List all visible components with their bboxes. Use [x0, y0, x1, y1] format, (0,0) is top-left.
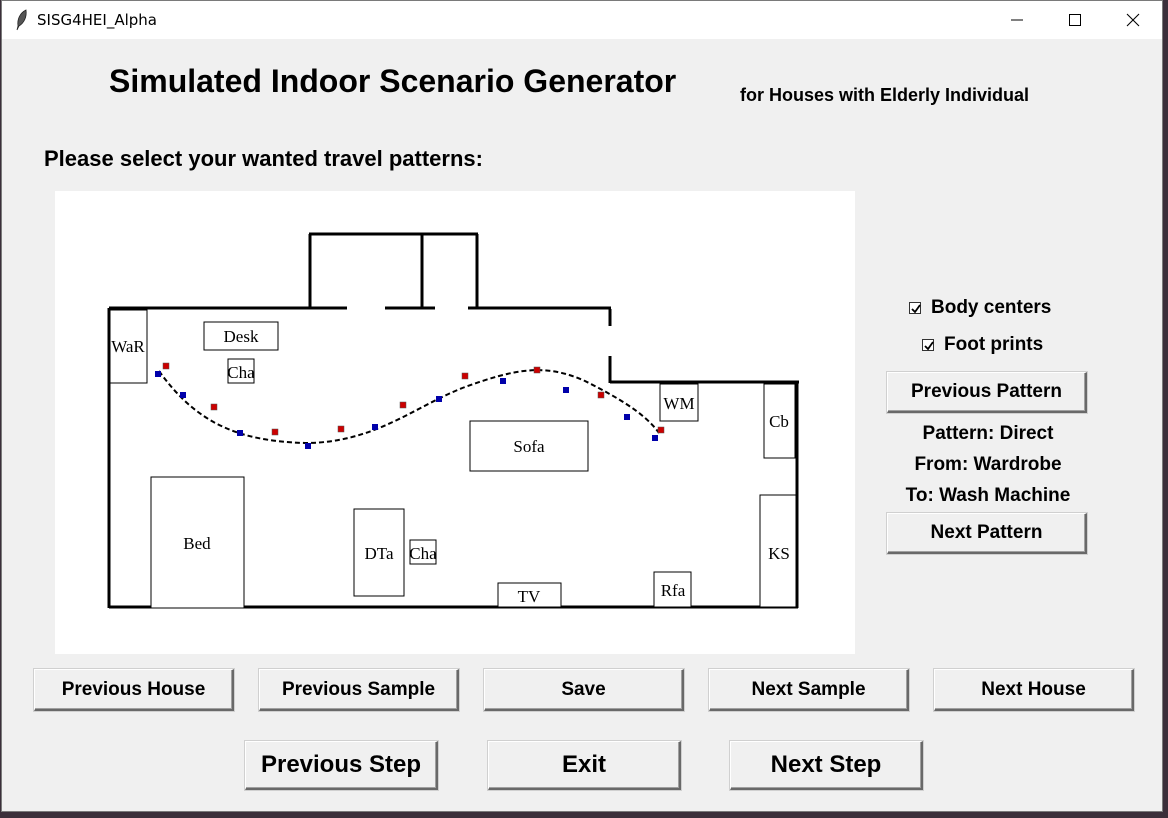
body-center-point [500, 378, 506, 384]
previous-house-button[interactable]: Previous House [34, 669, 234, 711]
body-centers-option[interactable]: Body centers [909, 296, 1051, 320]
exit-button[interactable]: Exit [488, 741, 681, 790]
sofa-label: Sofa [513, 437, 545, 456]
feather-icon [14, 9, 30, 31]
body-center-point [563, 387, 569, 393]
refrigerator-label: Rfa [661, 581, 686, 600]
pattern-info: Pattern: Direct [888, 423, 1088, 445]
wardrobe-label: WaR [111, 337, 145, 356]
foot-print-point [272, 429, 278, 435]
previous-pattern-button[interactable]: Previous Pattern [887, 372, 1087, 413]
foot-print-point [400, 402, 406, 408]
body-center-point [155, 371, 161, 377]
previous-step-button[interactable]: Previous Step [245, 741, 438, 790]
foot-print-point [338, 426, 344, 432]
from-info: From: Wardrobe [888, 454, 1088, 476]
foot-print-point [211, 404, 217, 410]
body-center-point [652, 435, 658, 441]
foot-prints-label: Foot prints [944, 334, 1043, 356]
to-info: To: Wash Machine [888, 485, 1088, 507]
foot-print-point [163, 363, 169, 369]
dining-table-label: DTa [364, 544, 393, 563]
previous-sample-button[interactable]: Previous Sample [259, 669, 459, 711]
next-house-button[interactable]: Next House [934, 669, 1134, 711]
minimize-icon [1009, 12, 1025, 28]
body-center-point [237, 430, 243, 436]
page-subtitle: for Houses with Elderly Individual [740, 85, 1029, 106]
tv-label: TV [518, 587, 541, 606]
save-button[interactable]: Save [484, 669, 684, 711]
title-bar: SISG4HEI_Alpha [2, 1, 1162, 39]
foot-print-point [462, 373, 468, 379]
body-centers-checkbox[interactable] [909, 302, 921, 314]
pattern-prompt: Please select your wanted travel pattern… [44, 146, 483, 172]
kitchen-sink-label: KS [768, 544, 790, 563]
body-center-point [624, 414, 630, 420]
body-center-point [305, 443, 311, 449]
minimize-button[interactable] [989, 1, 1047, 39]
body-center-point [436, 396, 442, 402]
window-title: SISG4HEI_Alpha [37, 11, 157, 29]
body-center-point [372, 424, 378, 430]
chair-bottom-label: Cha [409, 544, 437, 563]
floorplan-canvas: WaR Desk Cha WM Cb Sofa Bed DTa Cha TV R… [55, 191, 855, 654]
next-sample-button[interactable]: Next Sample [709, 669, 909, 711]
close-icon [1125, 12, 1141, 28]
desk-label: Desk [224, 327, 259, 346]
wash-machine-label: WM [663, 394, 694, 413]
foot-prints-option[interactable]: Foot prints [922, 333, 1043, 357]
foot-prints-checkbox[interactable] [922, 339, 934, 351]
cabinet-label: Cb [769, 412, 789, 431]
next-pattern-button[interactable]: Next Pattern [887, 513, 1087, 554]
foot-print-point [658, 427, 664, 433]
body-center-point [180, 392, 186, 398]
chair-top-label: Cha [227, 363, 255, 382]
page-title: Simulated Indoor Scenario Generator [109, 63, 676, 100]
maximize-button[interactable] [1047, 1, 1105, 39]
maximize-icon [1067, 12, 1083, 28]
close-button[interactable] [1105, 1, 1163, 39]
next-step-button[interactable]: Next Step [730, 741, 923, 790]
foot-print-point [534, 367, 540, 373]
bed-label: Bed [183, 534, 211, 553]
body-centers-label: Body centers [931, 297, 1051, 319]
foot-print-point [598, 392, 604, 398]
